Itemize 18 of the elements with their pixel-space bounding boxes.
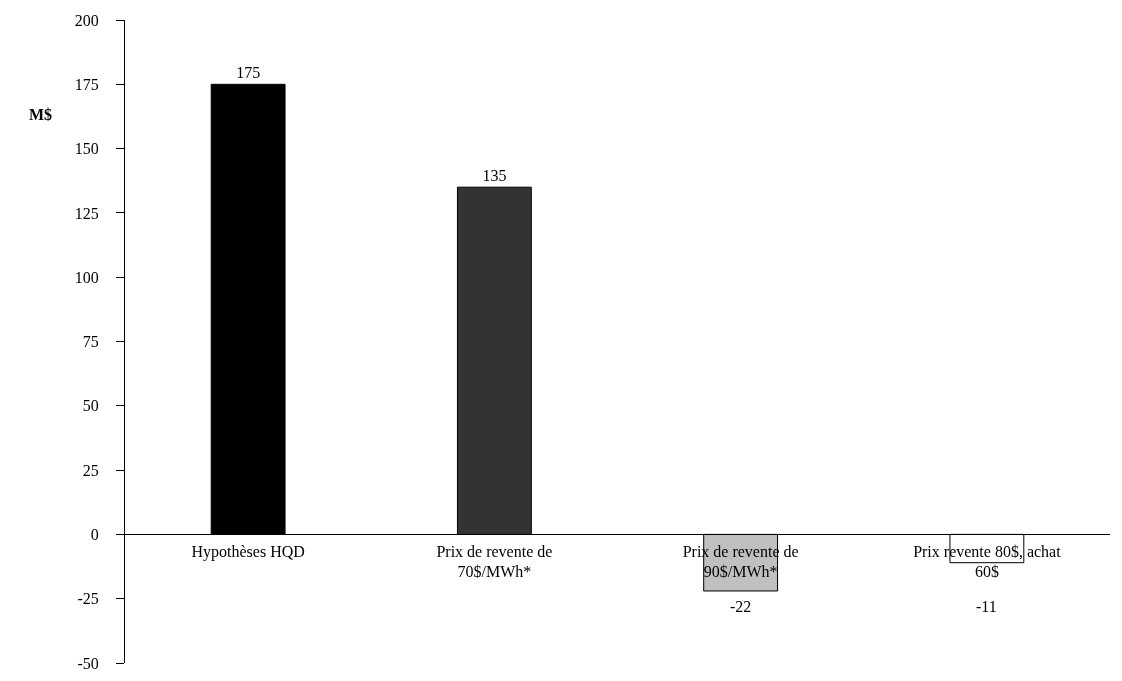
data-label: -11 [976, 598, 997, 615]
y-tick-label: 200 [74, 11, 99, 29]
y-axis-title: M$ [29, 106, 53, 123]
y-tick-label: 125 [74, 204, 99, 222]
data-label: 175 [236, 64, 261, 82]
y-tick-label: 150 [74, 140, 99, 158]
y-tick-label: 25 [82, 461, 99, 479]
y-tick-label: 175 [74, 75, 99, 93]
y-tick-label: -50 [77, 654, 99, 672]
y-tick-label: -25 [77, 590, 99, 608]
y-tick-label: 50 [82, 397, 99, 415]
data-label: 135 [482, 167, 507, 185]
x-tick-label: Hypothèses HQD [191, 542, 305, 561]
y-tick-label: 0 [90, 526, 99, 543]
data-label: -22 [730, 598, 752, 615]
y-tick-label: 75 [82, 333, 99, 351]
y-tick-label: 100 [74, 268, 99, 286]
x-tick-label: Prix de revente de 70$/MWh* [436, 542, 553, 581]
